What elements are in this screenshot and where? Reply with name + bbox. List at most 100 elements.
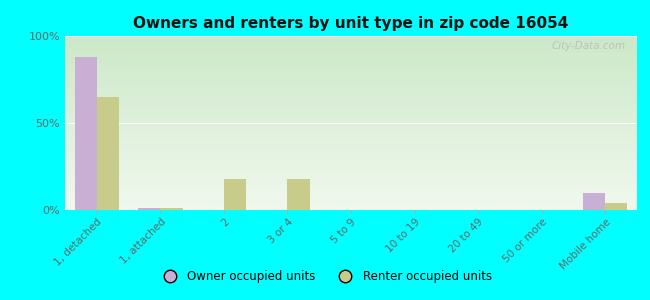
Bar [65, 125, 637, 127]
Text: City-Data.com: City-Data.com [551, 41, 625, 51]
Bar [65, 182, 637, 184]
Bar [65, 114, 637, 116]
Bar [65, 153, 637, 154]
Bar [65, 99, 637, 100]
Bar [65, 180, 637, 182]
Bar [65, 116, 637, 118]
Bar [65, 135, 637, 137]
Bar [65, 186, 637, 188]
Bar [65, 121, 637, 123]
Bar [65, 109, 637, 111]
Bar [65, 76, 637, 78]
Bar [65, 161, 637, 163]
Bar [65, 81, 637, 83]
Bar [65, 130, 637, 132]
Bar [65, 83, 637, 85]
Bar [65, 43, 637, 45]
Bar [65, 154, 637, 156]
Bar [65, 142, 637, 144]
Bar [65, 147, 637, 149]
Bar [65, 160, 637, 161]
Bar [161, 208, 183, 210]
Bar [65, 36, 637, 38]
Bar [65, 208, 637, 210]
Bar [65, 95, 637, 97]
Bar [583, 193, 605, 210]
Bar [65, 55, 637, 57]
Bar [65, 165, 637, 167]
Bar [75, 57, 97, 210]
Bar [65, 203, 637, 205]
Bar [65, 86, 637, 88]
Bar [65, 173, 637, 175]
Bar [65, 140, 637, 142]
Bar [65, 177, 637, 179]
Bar [65, 106, 637, 107]
Bar [138, 208, 161, 210]
Bar [65, 119, 637, 121]
Bar [65, 184, 637, 186]
Bar [65, 198, 637, 200]
Bar [65, 107, 637, 109]
Bar [65, 146, 637, 147]
Bar [65, 179, 637, 180]
Bar [65, 78, 637, 80]
Bar [65, 167, 637, 168]
Bar [65, 137, 637, 139]
Bar [65, 80, 637, 81]
Bar [65, 46, 637, 48]
Bar [65, 104, 637, 106]
Bar [65, 66, 637, 67]
Bar [65, 144, 637, 146]
Bar [65, 40, 637, 41]
Legend: Owner occupied units, Renter occupied units: Owner occupied units, Renter occupied un… [153, 266, 497, 288]
Bar [65, 90, 637, 92]
Bar [65, 163, 637, 165]
Bar [65, 88, 637, 90]
Bar [65, 139, 637, 140]
Title: Owners and renters by unit type in zip code 16054: Owners and renters by unit type in zip c… [133, 16, 569, 31]
Bar [65, 41, 637, 43]
Bar [65, 175, 637, 177]
Bar [65, 45, 637, 46]
Bar [65, 112, 637, 114]
Bar [65, 127, 637, 128]
Bar [65, 151, 637, 153]
Bar [287, 179, 309, 210]
Bar [65, 200, 637, 201]
Bar [65, 52, 637, 53]
Bar [65, 60, 637, 62]
Bar [65, 194, 637, 196]
Bar [65, 102, 637, 104]
Bar [65, 172, 637, 173]
Bar [65, 196, 637, 198]
Bar [65, 191, 637, 193]
Bar [605, 203, 627, 210]
Bar [65, 67, 637, 69]
Bar [65, 188, 637, 189]
Bar [97, 97, 119, 210]
Bar [65, 57, 637, 58]
Bar [65, 156, 637, 158]
Bar [65, 205, 637, 206]
Bar [65, 206, 637, 208]
Bar [65, 168, 637, 170]
Bar [65, 128, 637, 130]
Bar [65, 97, 637, 99]
Bar [65, 48, 637, 50]
Bar [65, 71, 637, 73]
Bar [65, 92, 637, 93]
Bar [65, 53, 637, 55]
Bar [65, 149, 637, 151]
Bar [65, 170, 637, 172]
Bar [65, 93, 637, 95]
Bar [65, 38, 637, 40]
Bar [65, 134, 637, 135]
Bar [224, 179, 246, 210]
Bar [65, 73, 637, 74]
Bar [65, 69, 637, 71]
Bar [65, 62, 637, 64]
Bar [65, 118, 637, 119]
Bar [65, 123, 637, 125]
Bar [65, 58, 637, 60]
